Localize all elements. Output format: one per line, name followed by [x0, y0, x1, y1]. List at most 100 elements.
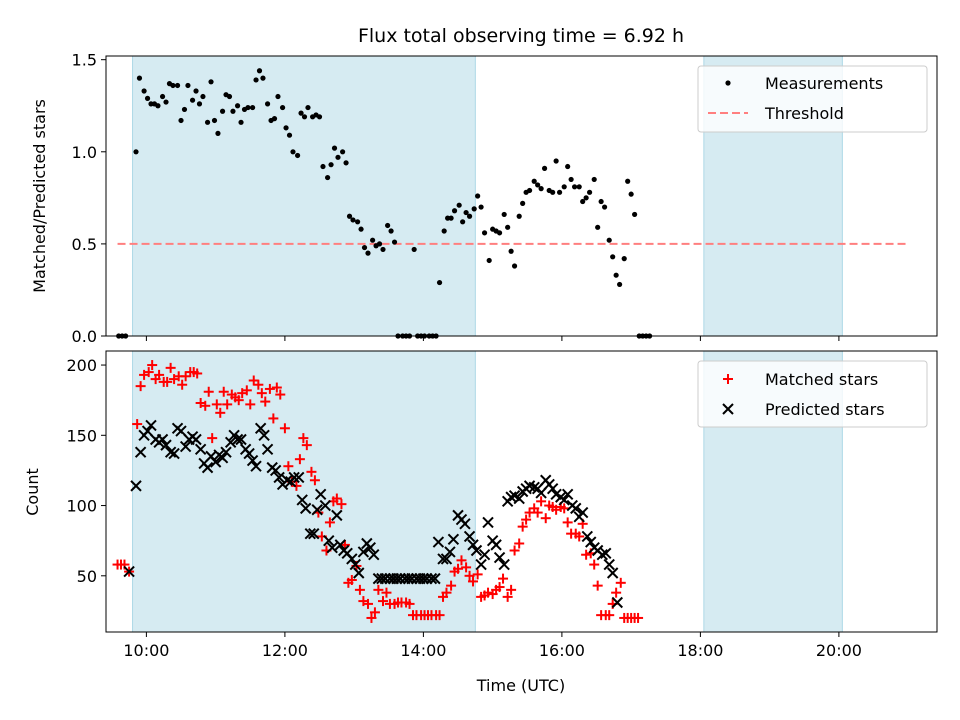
predicted-point: [482, 516, 494, 529]
shaded-interval-1: [132, 55, 476, 337]
legend-marker-predicted: [722, 403, 734, 415]
matched-point: [233, 395, 244, 406]
predicted-point: [493, 551, 506, 564]
measurement-point: [301, 114, 308, 120]
matched-point: [521, 514, 532, 525]
measurement-point: [253, 77, 259, 83]
predicted-point: [134, 446, 147, 458]
legend-label-predicted: Predicted stars: [765, 400, 885, 419]
predicted-point: [558, 494, 570, 506]
predicted-point: [308, 527, 320, 540]
matched-point: [215, 407, 226, 418]
top-legend: Measurements Threshold: [697, 65, 928, 133]
measurement-point: [628, 191, 634, 197]
measurement-point: [283, 125, 289, 131]
measurement-point: [170, 82, 176, 89]
matched-point: [574, 531, 585, 542]
measurement-point: [511, 263, 518, 269]
measurement-point: [234, 103, 241, 109]
y-tick-label: 0.5: [72, 235, 97, 254]
measurement-point: [208, 79, 214, 85]
matched-point: [264, 383, 275, 394]
matched-point: [203, 386, 214, 397]
predicted-point: [216, 452, 229, 464]
matched-point: [506, 584, 517, 595]
predicted-point: [561, 488, 574, 501]
predicted-point: [254, 422, 267, 434]
matched-point: [291, 480, 302, 491]
y-tick-label: 150: [66, 426, 97, 445]
matched-point: [192, 368, 203, 379]
measurement-point: [571, 184, 578, 190]
measurement-point: [385, 222, 391, 229]
top-y-axis-label: Matched/Predicted stars: [30, 99, 49, 293]
predicted-point: [326, 541, 338, 554]
measurement-point: [316, 114, 323, 120]
measurement-point: [193, 88, 199, 94]
predicted-point: [293, 471, 305, 484]
measurement-point: [331, 145, 338, 151]
measurement-point: [478, 204, 484, 210]
matched-point: [154, 369, 165, 380]
predicted-point: [296, 494, 308, 506]
matched-point: [279, 423, 290, 434]
matched-point: [633, 612, 644, 623]
legend-label-threshold: Threshold: [764, 104, 844, 123]
measurement-point: [586, 189, 593, 195]
measurement-point: [185, 82, 191, 89]
measurement-point: [531, 178, 537, 184]
matched-point: [381, 587, 392, 598]
measurement-point: [436, 279, 443, 286]
matched-point: [514, 538, 525, 549]
measurement-point: [141, 88, 147, 94]
bottom-legend-box: [697, 360, 928, 428]
legend-label-measurements: Measurements: [765, 74, 883, 93]
measurement-point: [610, 254, 616, 260]
matched-point: [369, 607, 380, 618]
predicted-point: [353, 567, 365, 579]
matched-point: [218, 386, 229, 397]
matched-point: [211, 399, 222, 410]
measurement-point: [553, 158, 559, 164]
predicted-point: [570, 502, 582, 515]
matched-point: [260, 396, 271, 407]
measurement-point: [136, 75, 143, 81]
matched-point: [331, 493, 342, 504]
predicted-point: [600, 547, 612, 560]
measurement-point: [343, 160, 349, 166]
measurement-point: [463, 209, 469, 216]
measurement-point: [264, 101, 271, 107]
measurement-point: [361, 244, 368, 251]
measurement-point: [226, 93, 233, 100]
y-tick-label: 1.0: [72, 143, 97, 162]
top-plot-frame: [105, 55, 938, 337]
measurement-point: [350, 217, 356, 223]
measurement-point: [370, 237, 376, 243]
matched-points: [112, 360, 644, 623]
measurement-point: [245, 104, 251, 111]
matched-point: [604, 610, 615, 621]
matched-point: [165, 362, 176, 373]
bottom-legend: Matched stars Predicted stars: [697, 360, 928, 428]
measurement-point: [256, 68, 263, 74]
y-tick-label: 50: [77, 567, 97, 586]
predicted-point: [231, 433, 244, 446]
predicted-point: [235, 433, 247, 446]
measurement-point: [591, 176, 597, 183]
predicted-point: [596, 549, 608, 561]
measurement-point: [388, 228, 394, 234]
matched-point: [615, 577, 626, 588]
measurement-point: [181, 106, 188, 113]
matched-point: [283, 461, 294, 472]
measurement-point: [380, 246, 386, 253]
matched-point: [309, 475, 320, 486]
bottom-axis: 50 100 150 200 10:00 12:00 14:00 16:00 18:00 20:0…: [66, 356, 861, 660]
top-axis: 0.0 0.5 1.0 1.5: [72, 51, 840, 346]
measurement-point: [501, 211, 507, 218]
measurement-point: [460, 219, 466, 225]
predicted-point: [475, 558, 487, 571]
bottom-plot-frame: [105, 350, 938, 633]
measurement-point: [133, 149, 139, 155]
legend-marker-matched: [723, 374, 733, 384]
x-tick-label: 10:00: [123, 641, 169, 660]
